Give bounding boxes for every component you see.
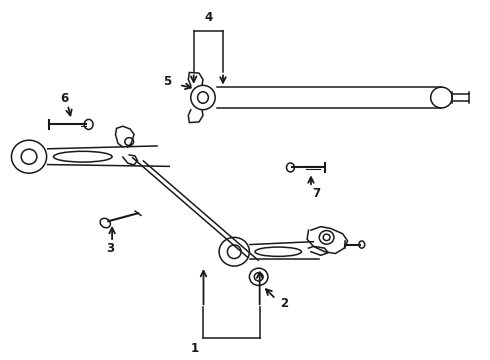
Text: 4: 4: [204, 11, 213, 24]
Text: 7: 7: [312, 187, 320, 200]
Text: 3: 3: [106, 242, 115, 255]
Text: 6: 6: [60, 92, 68, 105]
Text: 2: 2: [280, 297, 288, 310]
Text: 1: 1: [191, 342, 199, 355]
Text: 5: 5: [163, 75, 171, 88]
